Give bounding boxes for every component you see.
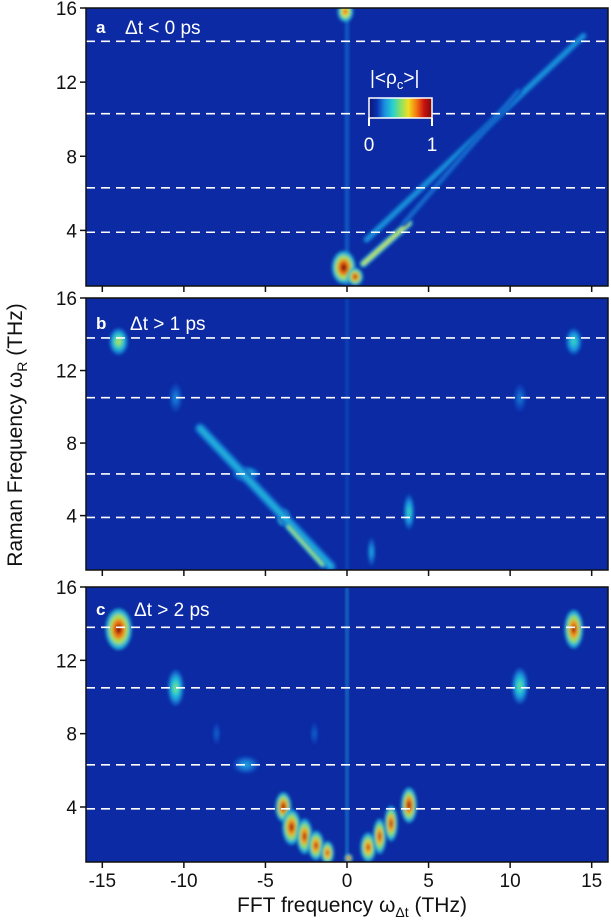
panel-c-feature-16 [310, 721, 319, 746]
panel-c-feature-13 [384, 805, 398, 842]
panel-a-feature-1 [337, 8, 354, 23]
panel-c-feature-12 [373, 818, 387, 854]
panel-b-feature-9 [403, 494, 415, 530]
panel-a-letter: a [96, 18, 106, 37]
panel-b-y-tick-label-4: 4 [66, 507, 77, 528]
x-tick-label-0: 0 [342, 871, 353, 892]
panel-c-feature-4 [512, 668, 528, 704]
colorbar-gradient [368, 97, 433, 119]
panel-c-y-tick-label-12: 12 [56, 651, 77, 672]
panel-c-feature-5 [232, 756, 259, 774]
y-axis-label: Raman Frequency ωR (THz) [4, 303, 30, 566]
panel-c-feature-9 [308, 830, 324, 861]
panel-c-feature-11 [360, 832, 377, 862]
panel-a-condition: Δt < 0 ps [125, 18, 201, 39]
panel-c-y-tick-label-16: 16 [56, 578, 77, 599]
panel-c-feature-7 [282, 809, 301, 845]
panel-c-feature-0 [345, 587, 349, 862]
panel-c-feature-14 [401, 787, 417, 823]
panel-c-feature-1 [105, 608, 132, 650]
panel-a-feature-3 [347, 267, 363, 286]
x-tick-label-15: 15 [581, 871, 602, 892]
x-tick-label-10: 10 [500, 871, 521, 892]
panel-a-y-tick-label-4: 4 [66, 221, 77, 242]
panel-b-feature-10 [367, 537, 376, 567]
panel-c-y-tick-label-4: 4 [66, 798, 77, 819]
panel-c-feature-15 [344, 853, 353, 862]
colorbar-max-label: 1 [427, 135, 438, 156]
panel-b-condition: Δt > 1 ps [130, 314, 206, 335]
panel-a-feature-0 [344, 8, 350, 286]
panel-b-y-tick-label-16: 16 [56, 289, 77, 310]
panel-b: b Δt > 1 ps [85, 297, 609, 571]
x-tick-label-5: 5 [423, 871, 434, 892]
colorbar-min-label: 0 [364, 135, 375, 156]
panel-b-y-tick-label-8: 8 [66, 434, 77, 455]
panel-b-feature-8 [285, 523, 326, 568]
panel-b-feature-1 [109, 328, 128, 355]
panel-c-letter: c [96, 600, 105, 619]
panel-a-y-tick-label-12: 12 [56, 73, 77, 94]
x-tick-label--5: -5 [257, 871, 274, 892]
colorbar: |<ρc>| 0 1 [364, 68, 438, 156]
x-tick-label--15: -15 [89, 871, 116, 892]
panel-b-feature-0 [345, 298, 349, 570]
x-tick-label--10: -10 [170, 871, 197, 892]
colorbar-label: |<ρc>| [370, 68, 419, 92]
panel-c-y-tick-label-8: 8 [66, 725, 77, 746]
panel-a-y-tick-label-16: 16 [56, 0, 77, 20]
panel-b-y-tick-label-12: 12 [56, 362, 77, 383]
x-axis-label: FFT frequency ωΔt (THz) [237, 894, 467, 920]
panel-a: a Δt < 0 ps |<ρc>| 0 1 [85, 7, 609, 287]
panel-c-condition: Δt > 2 ps [134, 600, 210, 621]
panel-b-letter: b [96, 314, 106, 333]
panel-b-feature-7 [194, 422, 337, 570]
panel-b-feature-2 [565, 328, 582, 355]
panel-a-feature-4 [359, 219, 413, 268]
panel-c-feature-10 [320, 841, 334, 862]
panel-b-feature-4 [513, 383, 527, 413]
panel-a-feature-2 [331, 251, 356, 284]
panel-c-feature-17 [212, 721, 221, 746]
panel-c-feature-3 [167, 670, 184, 706]
panel-c-feature-2 [564, 610, 583, 649]
panel-c: c Δt > 2 ps [85, 586, 609, 863]
panel-b-feature-3 [169, 383, 183, 413]
panel-a-y-tick-label-8: 8 [66, 147, 77, 168]
